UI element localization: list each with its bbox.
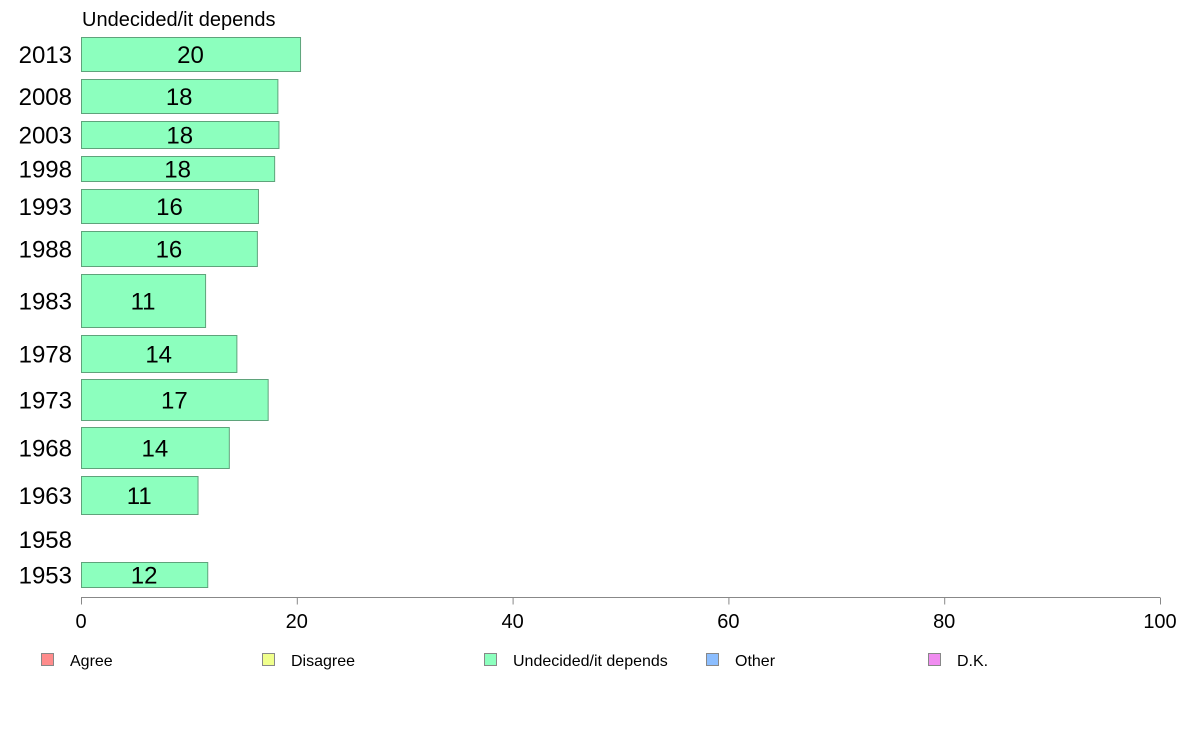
- bar-1993: [81, 189, 259, 224]
- panel-title: Undecided/it depends: [82, 9, 275, 31]
- year-label-1973: 1973: [19, 388, 72, 415]
- bar-value-label-1993: 16: [156, 194, 183, 221]
- bar-2003: [81, 121, 280, 149]
- bar-value-label-1963: 11: [127, 483, 152, 510]
- legend-label-agree: Agree: [70, 653, 113, 670]
- year-labels-group: 2013 2008 2003 1998 1993 1988 1983 1978 1973 1968…: [19, 42, 72, 590]
- bar-value-label-2008: 18: [166, 84, 193, 111]
- bar-value-label-2013: 20: [177, 42, 204, 69]
- bar-1973: [81, 379, 269, 421]
- x-tick-label-80: 80: [933, 611, 955, 633]
- bar-1983: [81, 274, 207, 328]
- bar-1998: [81, 156, 276, 182]
- year-label-1963: 1963: [19, 483, 72, 510]
- bar-value-label-1953: 12: [131, 563, 158, 590]
- legend-label-other: Other: [735, 653, 776, 670]
- legend-label-undecided-it-depends: Undecided/it depends: [513, 653, 668, 670]
- bar-value-label-2003: 18: [166, 123, 193, 150]
- bar-2013: [81, 37, 302, 72]
- x-tick-label-20: 20: [286, 611, 308, 633]
- bar-value-label-1998: 18: [164, 157, 191, 184]
- year-label-1983: 1983: [19, 289, 72, 316]
- year-label-1978: 1978: [19, 342, 72, 369]
- bar-value-label-1968: 14: [142, 436, 169, 463]
- legend-swatch-agree: [41, 653, 54, 666]
- year-label-1953: 1953: [19, 563, 72, 590]
- bar-1963: [81, 476, 199, 515]
- bar-1953: [81, 562, 209, 588]
- legend-label-disagree: Disagree: [291, 653, 355, 670]
- bar-1978: [81, 335, 238, 373]
- bar-1988: [81, 231, 258, 267]
- x-axis: 0 20 40 60 80 100: [75, 597, 1177, 633]
- bar-value-label-1973: 17: [161, 388, 188, 415]
- legend-swatch-undecided-it-depends: [484, 653, 497, 666]
- year-label-1968: 1968: [19, 436, 72, 463]
- year-label-2013: 2013: [19, 42, 72, 69]
- year-label-1988: 1988: [19, 237, 72, 264]
- bar-2008: [81, 79, 279, 114]
- year-label-2008: 2008: [19, 84, 72, 111]
- bar-1968: [81, 427, 230, 469]
- x-tick-label-40: 40: [501, 611, 523, 633]
- bar-value-label-1988: 16: [156, 237, 183, 264]
- legend-swatch-other: [706, 653, 719, 666]
- legend-label-d-k-: D.K.: [957, 653, 988, 670]
- x-tick-label-100: 100: [1143, 611, 1176, 633]
- year-label-1958: 1958: [19, 527, 72, 554]
- year-label-2003: 2003: [19, 123, 72, 150]
- legend-swatch-disagree: [262, 653, 275, 666]
- bar-value-label-1978: 14: [145, 342, 172, 369]
- legend: Agree Disagree Undecided/it depends Other D.…: [41, 653, 988, 670]
- x-tick-label-0: 0: [75, 611, 86, 633]
- bar-value-label-1983: 11: [131, 289, 156, 316]
- year-label-1993: 1993: [19, 194, 72, 221]
- legend-swatch-d-k-: [928, 653, 941, 666]
- x-tick-label-60: 60: [717, 611, 739, 633]
- year-label-1998: 1998: [19, 157, 72, 184]
